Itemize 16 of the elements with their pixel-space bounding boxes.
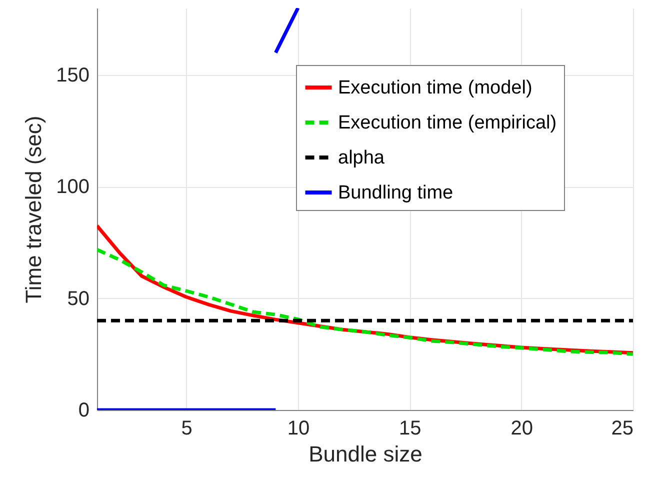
y-axis-title: Time traveled (sec) — [21, 116, 46, 304]
y-tick-label: 0 — [78, 400, 90, 422]
y-tick-label: 100 — [56, 176, 90, 198]
x-axis-title: Bundle size — [308, 442, 422, 466]
x-tick-label: 25 — [611, 418, 634, 440]
y-tick-label: 50 — [67, 288, 90, 310]
legend-label: Bundling time — [338, 182, 454, 204]
legend-label: Execution time (model) — [338, 78, 532, 98]
legend-label: alpha — [338, 148, 385, 168]
y-tick-label: 150 — [56, 64, 90, 86]
x-tick-label: 5 — [181, 418, 192, 440]
x-tick-label: 15 — [399, 418, 422, 440]
x-tick-label: 20 — [510, 418, 533, 440]
x-tick-label: 10 — [287, 418, 310, 440]
line-series — [97, 248, 633, 356]
legend-label: Execution time (empirical) — [338, 112, 557, 134]
